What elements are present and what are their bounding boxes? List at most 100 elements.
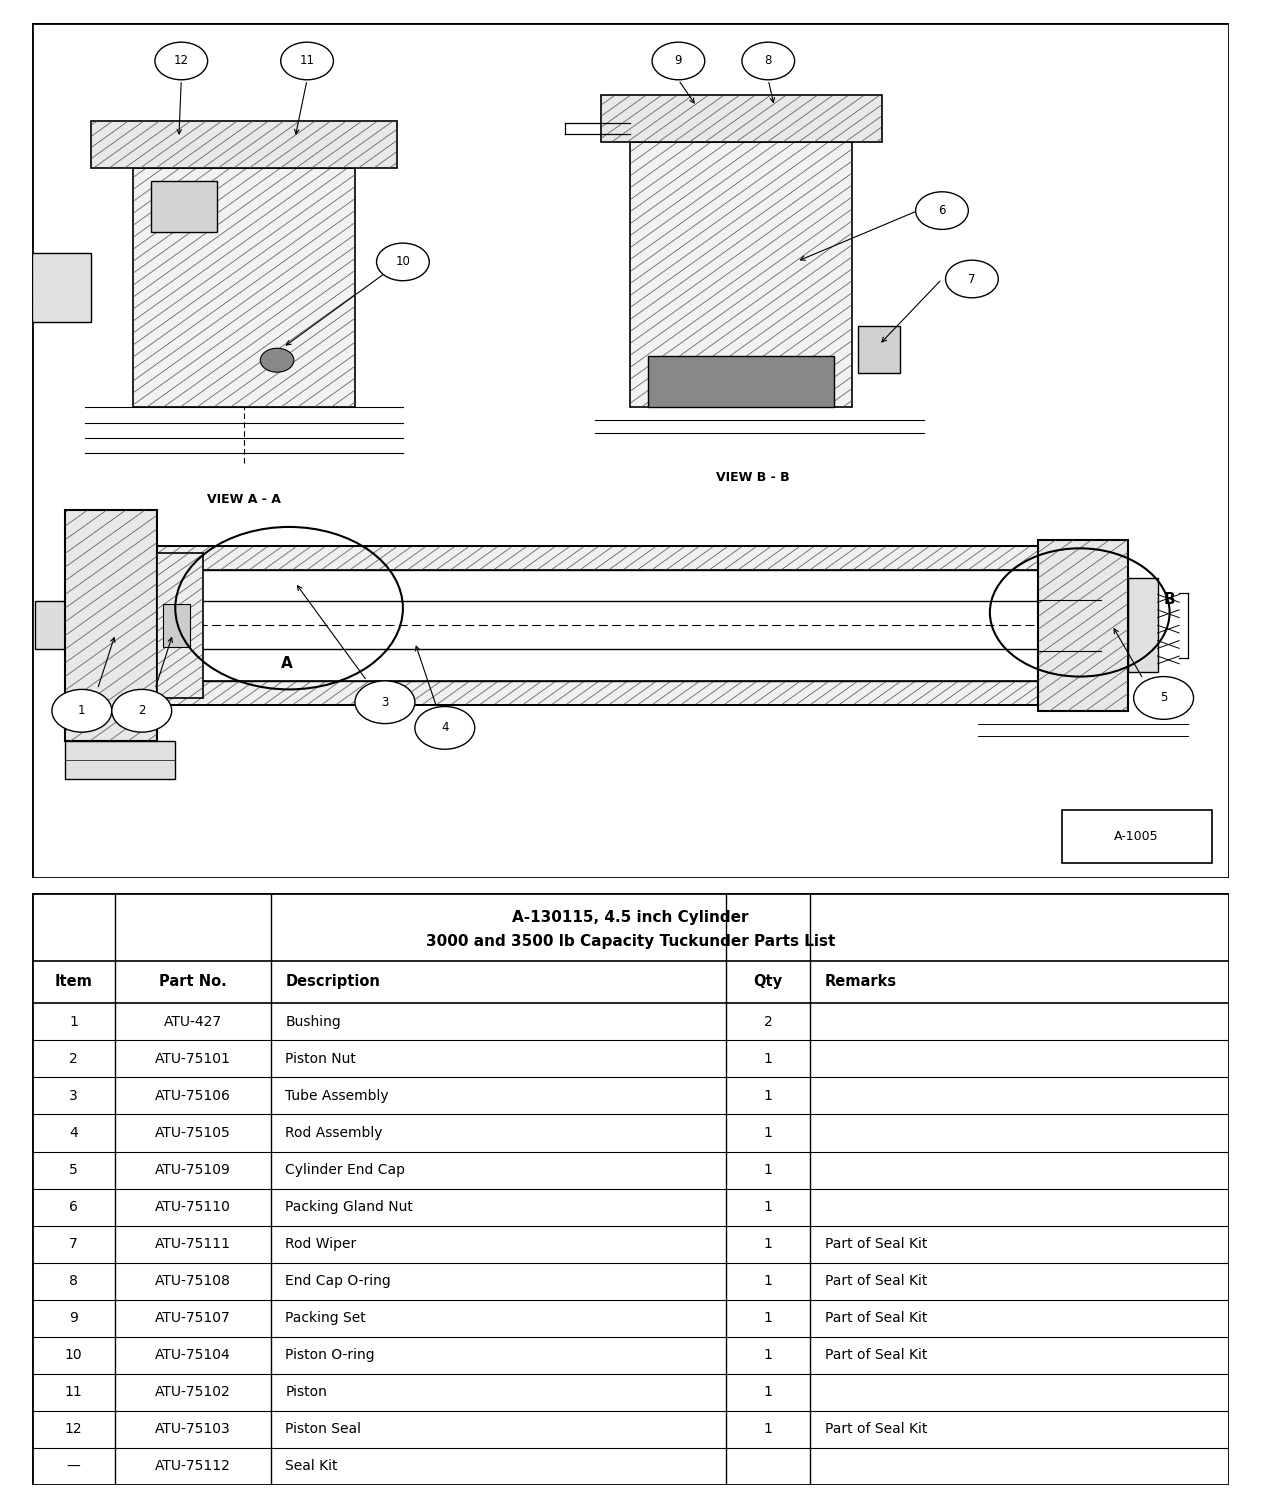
Bar <box>151 180 217 232</box>
Text: End Cap O-ring: End Cap O-ring <box>285 1274 391 1288</box>
Text: 11: 11 <box>300 54 314 68</box>
Text: A: A <box>281 657 293 672</box>
Text: Packing Gland Nut: Packing Gland Nut <box>285 1200 414 1214</box>
Text: ATU-75104: ATU-75104 <box>155 1348 231 1362</box>
Circle shape <box>1134 676 1193 720</box>
Text: 10: 10 <box>64 1348 82 1362</box>
Circle shape <box>652 42 705 80</box>
Text: ATU-75111: ATU-75111 <box>155 1238 231 1251</box>
Text: 3000 and 3500 lb Capacity Tuckunder Parts List: 3000 and 3500 lb Capacity Tuckunder Part… <box>426 934 835 950</box>
Bar <box>158 546 1038 570</box>
Circle shape <box>377 243 429 280</box>
Text: Seal Kit: Seal Kit <box>285 1460 338 1473</box>
Bar <box>158 681 1038 705</box>
Text: 8: 8 <box>69 1274 78 1288</box>
Text: 11: 11 <box>64 1386 82 1400</box>
Text: Qty: Qty <box>754 975 783 990</box>
Text: A-130115, 4.5 inch Cylinder: A-130115, 4.5 inch Cylinder <box>512 910 749 926</box>
Circle shape <box>946 260 999 299</box>
Text: ATU-75108: ATU-75108 <box>155 1274 231 1288</box>
Circle shape <box>260 348 294 372</box>
FancyBboxPatch shape <box>1062 810 1212 862</box>
Text: ATU-75109: ATU-75109 <box>155 1162 231 1178</box>
Bar <box>35 602 66 650</box>
Text: 5: 5 <box>69 1162 78 1178</box>
Text: VIEW A - A: VIEW A - A <box>207 492 281 506</box>
Text: ATU-427: ATU-427 <box>164 1016 222 1029</box>
Text: 1: 1 <box>764 1162 773 1178</box>
Text: ATU-75103: ATU-75103 <box>155 1422 231 1437</box>
Text: ATU-75106: ATU-75106 <box>155 1089 231 1102</box>
Text: 1: 1 <box>764 1422 773 1437</box>
Text: ATU-75107: ATU-75107 <box>155 1311 231 1326</box>
Text: 7: 7 <box>968 273 976 285</box>
Text: 1: 1 <box>764 1274 773 1288</box>
Circle shape <box>52 690 112 732</box>
Circle shape <box>354 681 415 723</box>
Text: 5: 5 <box>1160 692 1168 705</box>
Text: 9: 9 <box>69 1311 78 1326</box>
Text: 12: 12 <box>64 1422 82 1437</box>
Bar <box>648 356 835 408</box>
Text: 3: 3 <box>69 1089 78 1102</box>
Text: Piston: Piston <box>285 1386 328 1400</box>
Text: ATU-75105: ATU-75105 <box>155 1126 231 1140</box>
Text: 1: 1 <box>764 1052 773 1066</box>
Bar <box>134 168 356 408</box>
Text: ATU-75112: ATU-75112 <box>155 1460 231 1473</box>
Text: —: — <box>67 1460 81 1473</box>
Text: B: B <box>1164 592 1175 608</box>
Text: 4: 4 <box>69 1126 78 1140</box>
Text: Part of Seal Kit: Part of Seal Kit <box>825 1422 927 1437</box>
Text: 2: 2 <box>764 1016 773 1029</box>
Text: ATU-75102: ATU-75102 <box>155 1386 231 1400</box>
Text: Item: Item <box>54 975 92 990</box>
Bar <box>600 94 881 142</box>
Bar <box>1038 540 1127 711</box>
Bar <box>32 254 91 322</box>
Text: 1: 1 <box>764 1386 773 1400</box>
Bar <box>630 142 852 408</box>
Text: Part of Seal Kit: Part of Seal Kit <box>825 1238 927 1251</box>
Circle shape <box>915 192 968 230</box>
Text: 12: 12 <box>174 54 189 68</box>
Text: Packing Set: Packing Set <box>285 1311 366 1326</box>
Text: 6: 6 <box>938 204 946 218</box>
Text: 1: 1 <box>78 705 86 717</box>
Text: Piston Seal: Piston Seal <box>285 1422 362 1437</box>
Text: 1: 1 <box>764 1311 773 1326</box>
Text: Piston O-ring: Piston O-ring <box>285 1348 375 1362</box>
Text: 7: 7 <box>69 1238 78 1251</box>
Text: 2: 2 <box>69 1052 78 1066</box>
Text: 8: 8 <box>764 54 772 68</box>
Circle shape <box>155 42 208 80</box>
Text: Remarks: Remarks <box>825 975 897 990</box>
Text: 1: 1 <box>764 1348 773 1362</box>
Text: Tube Assembly: Tube Assembly <box>285 1089 390 1102</box>
Text: 9: 9 <box>675 54 682 68</box>
Text: 6: 6 <box>69 1200 78 1214</box>
Text: Part of Seal Kit: Part of Seal Kit <box>825 1274 927 1288</box>
Text: 1: 1 <box>764 1238 773 1251</box>
Text: Cylinder End Cap: Cylinder End Cap <box>285 1162 406 1178</box>
Text: Part of Seal Kit: Part of Seal Kit <box>825 1311 927 1326</box>
Text: Description: Description <box>285 975 381 990</box>
Bar <box>857 326 900 374</box>
Bar <box>66 741 175 778</box>
Text: 3: 3 <box>381 696 388 708</box>
Text: 1: 1 <box>764 1200 773 1214</box>
Text: A-1005: A-1005 <box>1115 830 1159 843</box>
Bar <box>158 552 203 698</box>
Bar <box>164 604 189 646</box>
Text: Rod Wiper: Rod Wiper <box>285 1238 357 1251</box>
Text: ATU-75110: ATU-75110 <box>155 1200 231 1214</box>
Text: 1: 1 <box>69 1016 78 1029</box>
Text: Rod Assembly: Rod Assembly <box>285 1126 383 1140</box>
Text: 1: 1 <box>764 1126 773 1140</box>
Text: Piston Nut: Piston Nut <box>285 1052 357 1066</box>
Circle shape <box>112 690 171 732</box>
Text: 4: 4 <box>441 722 449 735</box>
Text: VIEW B - B: VIEW B - B <box>716 471 791 484</box>
Bar <box>66 510 158 741</box>
Text: 2: 2 <box>137 705 145 717</box>
